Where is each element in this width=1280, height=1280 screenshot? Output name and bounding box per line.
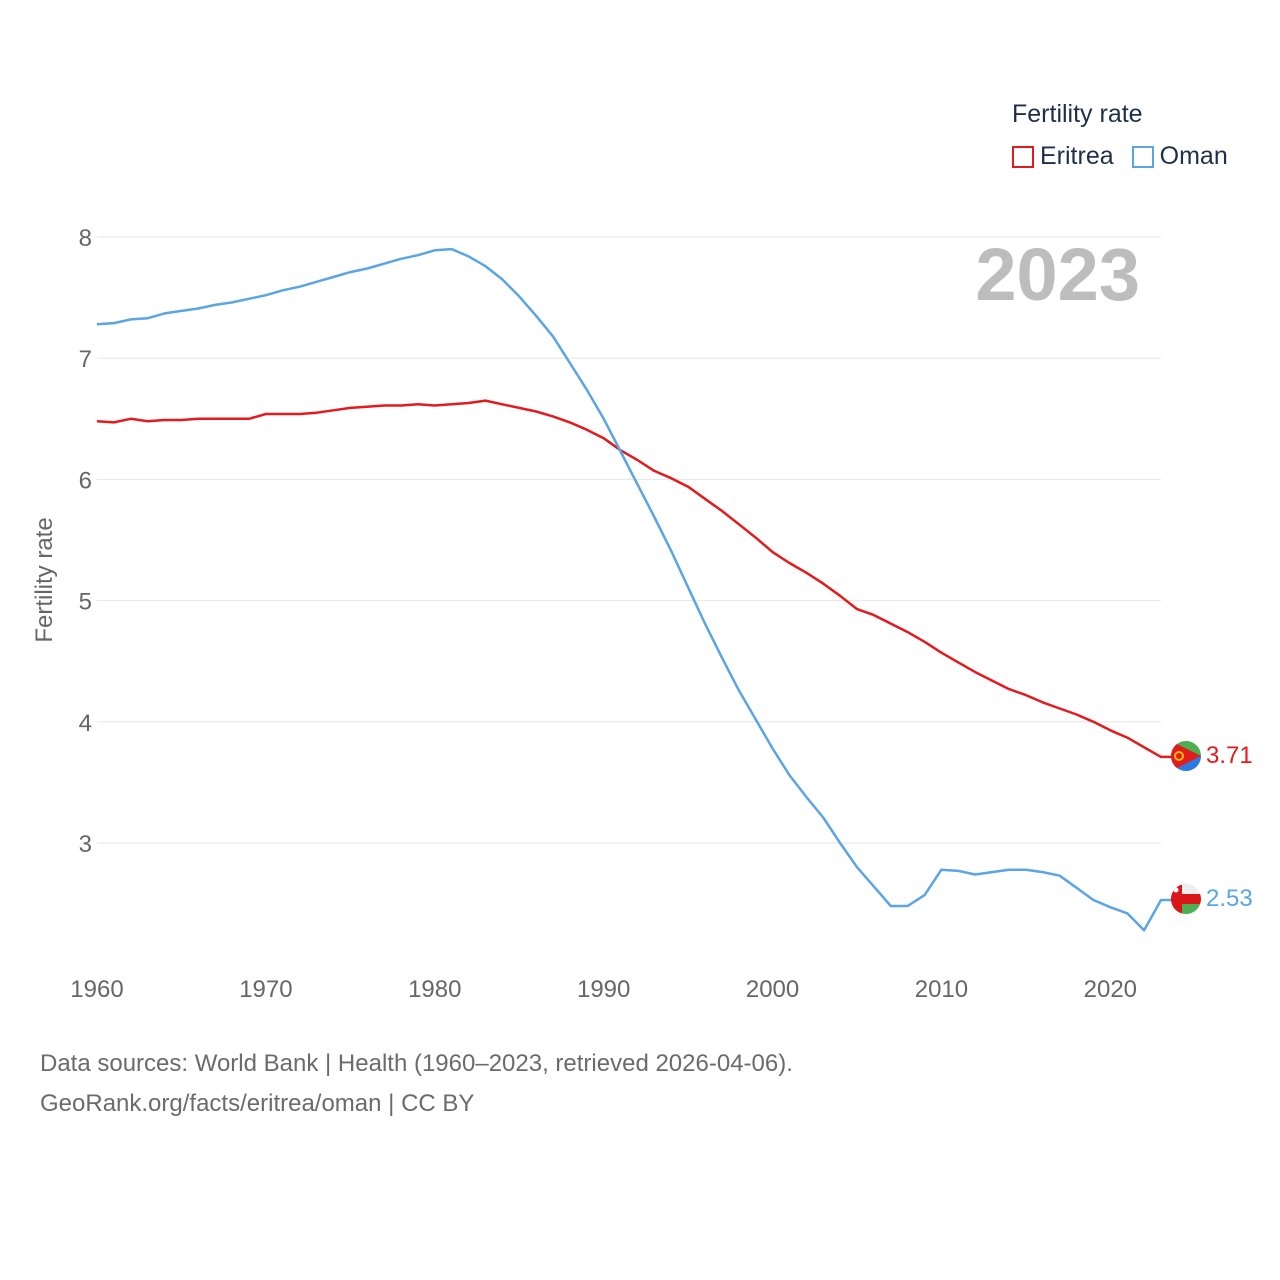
x-tick-label: 2020 (1084, 976, 1137, 1003)
y-axis-ticks: 3 4 5 6 7 8 (79, 225, 92, 858)
footer: Data sources: World Bank | Health (1960–… (40, 1044, 793, 1124)
y-tick-label: 8 (79, 225, 92, 252)
x-tick-label: 2000 (746, 976, 799, 1003)
legend-swatch-eritrea (1012, 145, 1034, 168)
year-watermark: 2023 (975, 233, 1140, 316)
x-axis-ticks: 1960 1970 1980 1990 2000 2010 2020 (70, 976, 1137, 1003)
legend-item-eritrea[interactable]: Eritrea (1012, 142, 1114, 171)
oman-end-value: 2.53 (1206, 885, 1253, 912)
x-tick-label: 1960 (70, 976, 123, 1003)
x-tick-label: 1970 (239, 976, 292, 1003)
legend-title: Fertility rate (1012, 100, 1143, 128)
y-tick-label: 3 (79, 831, 92, 858)
x-tick-label: 1990 (577, 976, 630, 1003)
legend-swatch-oman (1131, 145, 1154, 168)
y-tick-label: 6 (79, 467, 92, 494)
y-tick-label: 5 (79, 589, 92, 616)
y-tick-label: 7 (79, 346, 92, 373)
y-axis-label: Fertility rate (31, 517, 58, 642)
oman-flag-icon (1171, 884, 1201, 914)
eritrea-flag-icon (1171, 741, 1201, 771)
legend-item-oman[interactable]: Oman (1131, 142, 1228, 171)
end-markers: 3.71 2.53 (1171, 741, 1253, 914)
y-tick-label: 4 (79, 710, 92, 737)
source-link[interactable]: GeoRank.org/facts/eritrea/oman | CC BY (40, 1090, 475, 1117)
data-source-note: Data sources: World Bank | Health (1960–… (40, 1050, 793, 1077)
series-line-oman (96, 247, 1173, 932)
legend-label-eritrea: Eritrea (1040, 142, 1114, 170)
grid-lines (97, 236, 1161, 844)
eritrea-end-value: 3.71 (1206, 742, 1253, 769)
legend-label-oman: Oman (1159, 142, 1228, 170)
series-lines (96, 247, 1173, 932)
legend: Eritrea Oman (1012, 142, 1246, 171)
series-line-eritrea (96, 399, 1173, 759)
x-tick-label: 2010 (915, 976, 968, 1003)
x-tick-label: 1980 (408, 976, 461, 1003)
